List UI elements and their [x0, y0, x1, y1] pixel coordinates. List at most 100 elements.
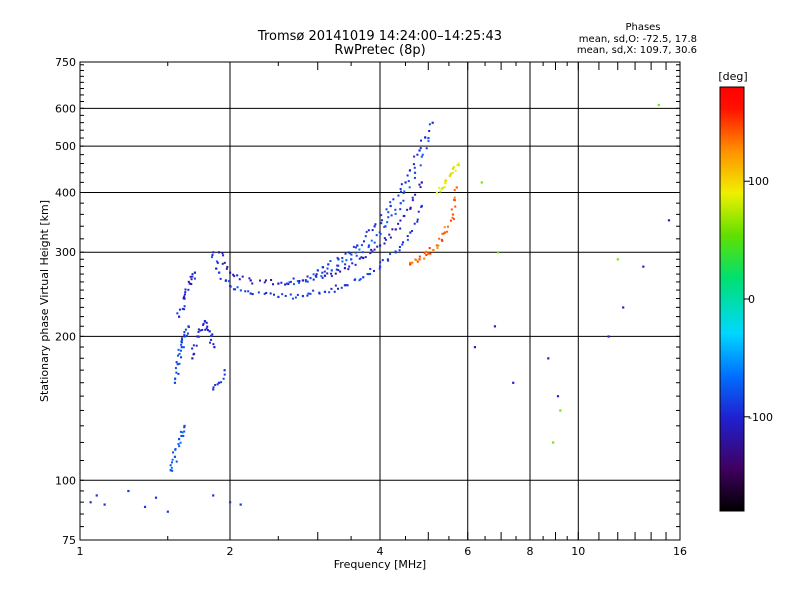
- data-point: [304, 279, 307, 282]
- data-point: [177, 372, 180, 375]
- data-point: [177, 354, 180, 357]
- data-point: [337, 264, 340, 267]
- data-point: [190, 283, 193, 286]
- data-point: [330, 272, 333, 275]
- data-point: [416, 220, 419, 223]
- data-point: [409, 263, 412, 266]
- stats-line-x: mean, sd,X: 109.7, 30.6: [577, 45, 697, 56]
- data-point: [402, 192, 405, 195]
- data-point: [431, 121, 434, 124]
- data-point: [176, 363, 179, 366]
- data-point: [437, 244, 440, 247]
- data-point: [217, 251, 221, 254]
- data-point: [184, 328, 187, 331]
- data-point: [277, 295, 280, 299]
- data-point: [292, 283, 295, 286]
- data-point: [411, 196, 414, 199]
- data-point: [196, 335, 199, 338]
- data-point: [372, 269, 375, 272]
- data-point: [441, 232, 444, 235]
- data-point: [166, 510, 169, 513]
- data-point: [294, 296, 297, 299]
- data-point: [622, 306, 625, 309]
- data-point: [340, 286, 343, 289]
- data-point: [337, 258, 340, 261]
- x-tick-label: 2: [227, 545, 234, 558]
- data-point: [400, 183, 403, 186]
- data-point: [439, 190, 442, 193]
- data-point: [321, 276, 324, 279]
- data-point: [170, 466, 173, 469]
- data-point: [176, 312, 179, 315]
- data-point: [370, 239, 373, 242]
- data-point: [383, 237, 386, 240]
- data-point: [379, 265, 382, 268]
- data-point: [347, 268, 350, 271]
- data-point: [399, 219, 402, 222]
- data-point: [306, 294, 309, 297]
- data-point: [480, 181, 483, 184]
- data-point: [217, 381, 221, 384]
- data-point: [354, 251, 357, 254]
- data-point: [442, 232, 445, 235]
- data-point: [280, 281, 283, 284]
- data-point: [336, 264, 339, 267]
- data-point: [183, 297, 186, 300]
- data-point: [239, 503, 242, 506]
- data-point: [420, 204, 423, 208]
- y-axis-label: Stationary phase Virtual Height [km]: [38, 200, 51, 402]
- data-point: [180, 356, 183, 359]
- data-point: [281, 293, 284, 296]
- data-point: [259, 279, 262, 282]
- data-point: [411, 229, 414, 232]
- data-point: [321, 271, 324, 274]
- data-point: [389, 252, 392, 255]
- data-point: [335, 268, 338, 271]
- data-point: [420, 139, 423, 142]
- data-point: [399, 208, 402, 211]
- data-point: [407, 180, 410, 183]
- data-point: [180, 341, 183, 344]
- data-point: [171, 458, 174, 461]
- data-point: [394, 212, 397, 215]
- data-point: [355, 254, 358, 257]
- data-point: [349, 252, 352, 255]
- data-point: [421, 153, 424, 156]
- data-point: [180, 337, 183, 340]
- data-point: [257, 291, 260, 294]
- data-point: [175, 361, 178, 364]
- data-point: [378, 231, 381, 234]
- data-point: [189, 275, 192, 278]
- x-axis-label: Frequency [MHz]: [334, 558, 426, 571]
- data-point: [406, 235, 409, 238]
- data-point: [435, 244, 438, 247]
- data-point: [177, 443, 180, 446]
- data-point: [251, 293, 254, 296]
- data-point: [187, 332, 190, 335]
- data-point: [424, 136, 427, 139]
- data-point: [432, 249, 435, 252]
- data-point: [413, 155, 416, 158]
- data-point: [371, 250, 374, 253]
- data-point: [456, 163, 459, 166]
- chart-subtitle: RwPretec (8p): [334, 43, 425, 58]
- data-point: [512, 381, 515, 384]
- y-tick-label: 600: [55, 102, 76, 115]
- data-point: [360, 256, 363, 259]
- data-point: [362, 240, 365, 243]
- data-point: [211, 254, 214, 257]
- data-point: [211, 333, 214, 336]
- data-point: [210, 338, 213, 341]
- data-point: [333, 290, 336, 293]
- data-point: [232, 288, 235, 291]
- data-point: [473, 346, 477, 349]
- data-point: [173, 381, 177, 384]
- data-point: [427, 252, 430, 255]
- data-point: [270, 278, 273, 281]
- data-point: [389, 236, 392, 239]
- data-point: [374, 223, 377, 226]
- colorbar: [719, 86, 745, 512]
- data-point: [362, 256, 365, 260]
- data-point: [390, 214, 393, 217]
- data-point: [212, 494, 215, 497]
